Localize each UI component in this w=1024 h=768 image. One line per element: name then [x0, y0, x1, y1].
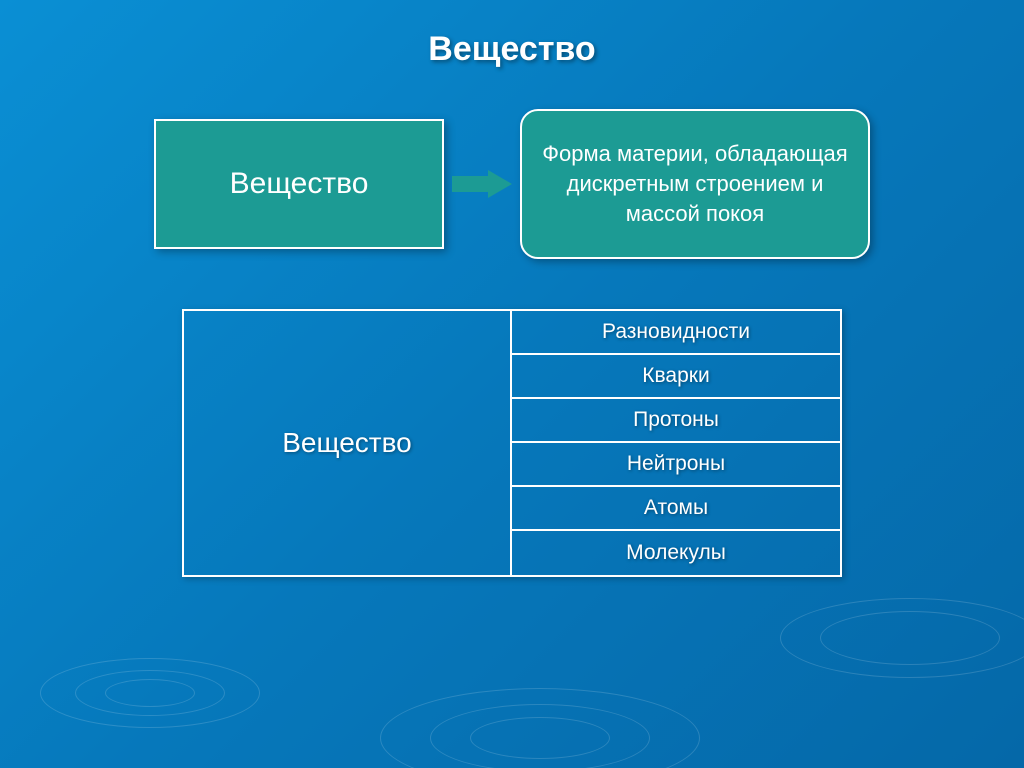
table-row: Молекулы [512, 531, 840, 575]
table-rows-container: РазновидностиКваркиПротоныНейтроныАтомыМ… [512, 311, 840, 575]
table-header: Разновидности [512, 311, 840, 355]
concept-row: Вещество Форма материи, обладающая дискр… [0, 109, 1024, 259]
term-box: Вещество [154, 119, 444, 249]
table-label: Вещество [184, 311, 512, 575]
table-row: Протоны [512, 399, 840, 443]
table-row: Кварки [512, 355, 840, 399]
page-title: Вещество [0, 0, 1024, 69]
varieties-table: Вещество РазновидностиКваркиПротоныНейтр… [182, 309, 842, 577]
arrow-icon [452, 170, 512, 198]
term-label: Вещество [230, 167, 369, 201]
definition-box: Форма материи, обладающая дискретным стр… [520, 109, 870, 259]
table-row: Атомы [512, 487, 840, 531]
definition-text: Форма материи, обладающая дискретным стр… [540, 139, 850, 228]
table-row: Нейтроны [512, 443, 840, 487]
